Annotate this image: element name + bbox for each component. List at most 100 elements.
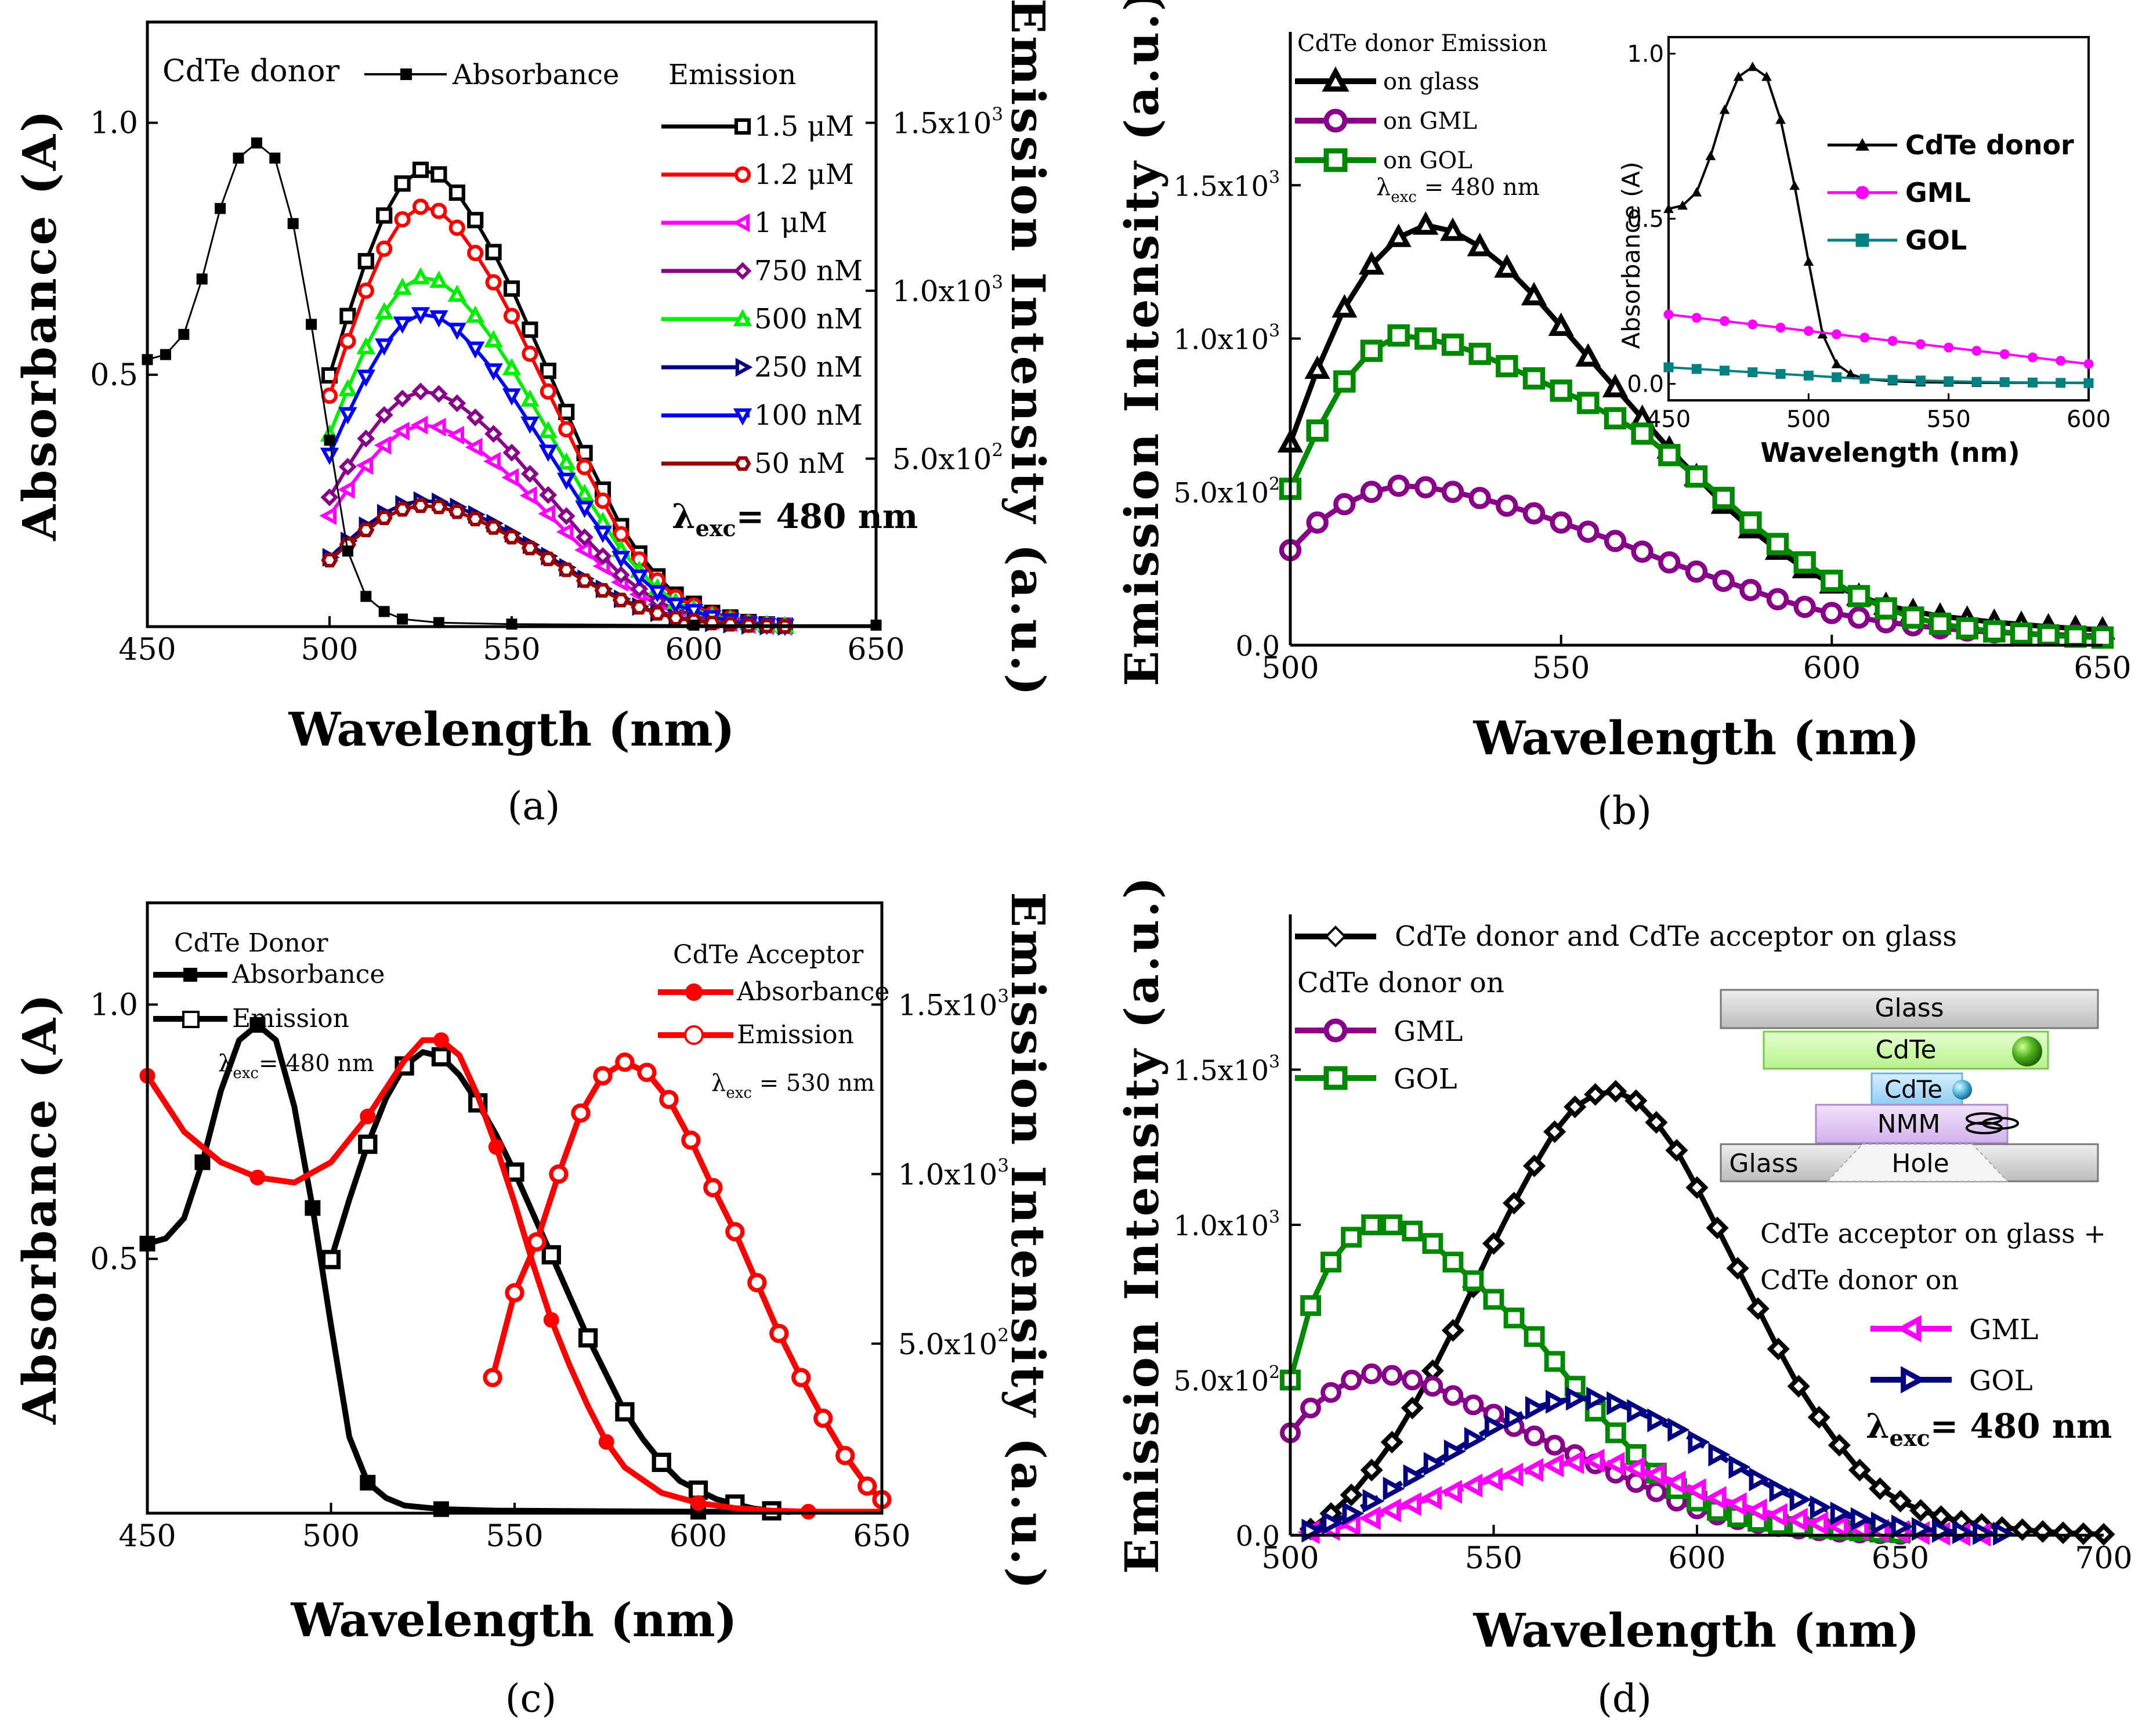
data-point [637, 1062, 657, 1082]
data-point [1691, 313, 1702, 323]
data-point [1663, 309, 1674, 320]
legend-label: GOL [1969, 1365, 2033, 1397]
x-tick-label: 650 [2074, 651, 2131, 686]
data-point [448, 219, 465, 236]
lambda-exc-label: λexc= 480 nm [1866, 1406, 2112, 1451]
data-point [1828, 1434, 1851, 1457]
data-point [1766, 533, 1789, 555]
data-point [1891, 1514, 1913, 1539]
legend-label: on GML [1383, 108, 1477, 135]
series-Donor-Absorbance [139, 1017, 790, 1520]
series-line [1668, 313, 2089, 366]
y-left-tick-label: 1.0 [90, 106, 138, 141]
data-point [356, 337, 375, 355]
data-point [1300, 1397, 1321, 1419]
data-point [1806, 1511, 1828, 1536]
series-Donor-Emission [321, 1047, 791, 1521]
data-point [576, 573, 594, 588]
data-point [393, 316, 412, 334]
data-point [1360, 1459, 1383, 1482]
data-point [2051, 1521, 2075, 1545]
data-point [374, 436, 392, 455]
data-point [1504, 1405, 1527, 1430]
data-point [484, 330, 503, 348]
data-point [613, 526, 629, 542]
data-point [1383, 1477, 1405, 1501]
data-point [539, 486, 558, 504]
data-point [2027, 352, 2038, 363]
data-point [466, 511, 484, 527]
data-point [1645, 1481, 1667, 1503]
data-point [558, 562, 575, 577]
x-tick-label: 500 [301, 632, 358, 667]
legend-marker [1323, 1066, 1348, 1090]
data-point [1586, 1386, 1608, 1411]
data-point [557, 507, 576, 525]
legend-entry-3: GML [1870, 1314, 2038, 1346]
data-point [1385, 223, 1412, 247]
legend-main: CdTe donor and CdTe acceptor on glass [1295, 920, 1957, 953]
x-axis-title: Wavelength (nm) [288, 702, 735, 757]
data-point [394, 502, 411, 517]
series-line [144, 1037, 882, 1515]
data-point [2027, 377, 2038, 388]
data-point [503, 280, 520, 297]
data-point [813, 1408, 833, 1428]
data-point [375, 510, 393, 526]
data-point [594, 547, 612, 565]
data-point [1463, 1394, 1484, 1416]
series-Acceptor-Emission [483, 1053, 892, 1510]
legend-label: 1.2 μM [754, 158, 854, 191]
data-point [1909, 1499, 1933, 1522]
legend-marker [1323, 1018, 1348, 1043]
data-point [215, 202, 226, 214]
data-point [1604, 407, 1627, 430]
y-right-axis-title: Emission Intensity (a.u.) [1001, 0, 1055, 698]
y-right-tick-label: 1.5x103 [892, 104, 1003, 140]
data-point [1983, 620, 2006, 643]
data-point [1624, 1089, 1648, 1112]
legend-marker [733, 408, 752, 426]
y-tick-label: 0.0 [1236, 630, 1280, 663]
inset-legend-CdTe-donor: CdTe donor [1828, 129, 2074, 161]
data-point [251, 137, 262, 149]
data-point [659, 1090, 679, 1109]
legend-label: 50 nM [754, 447, 845, 480]
data-point [1399, 1492, 1421, 1517]
legend-on-GML: on GML [1295, 108, 1477, 135]
data-point [1728, 1455, 1751, 1479]
legend-marker [1322, 66, 1349, 92]
plot-frame [146, 901, 884, 1515]
panel-b: 500 550 600 650 0.0 5.0x102 1.0x103 1.5x103 CdT… [1115, 0, 2132, 833]
ring-stack-icon [1966, 1112, 2019, 1134]
data-point [1712, 569, 1735, 592]
data-point [1643, 1463, 1666, 1487]
legend-marker [733, 262, 752, 280]
data-point [1667, 1417, 1690, 1442]
data-point [339, 458, 357, 476]
inset-x-tick-label: 550 [1926, 406, 1970, 433]
data-point [431, 1047, 451, 1066]
data-point [466, 305, 485, 323]
legend-label: on GOL [1383, 147, 1472, 174]
data-point [447, 284, 466, 302]
data-point [375, 406, 393, 424]
inset-legend-GOL: GOL [1828, 225, 1967, 256]
data-point [2091, 626, 2114, 649]
data-point [558, 403, 575, 421]
data-point [1402, 1220, 1423, 1242]
data-point [306, 319, 317, 330]
data-point [1379, 1498, 1401, 1522]
legend-marker [735, 357, 753, 377]
data-point [1380, 1430, 1403, 1454]
data-point [527, 1232, 547, 1252]
data-point [630, 580, 649, 598]
data-point [338, 407, 357, 425]
x-tick-label: 650 [853, 1519, 910, 1554]
data-point [1847, 585, 1870, 607]
legend-label: GOL [1905, 225, 1967, 256]
data-point [1333, 370, 1356, 393]
y-tick-label: 1.0x103 [1174, 1207, 1280, 1242]
data-point [631, 600, 648, 615]
